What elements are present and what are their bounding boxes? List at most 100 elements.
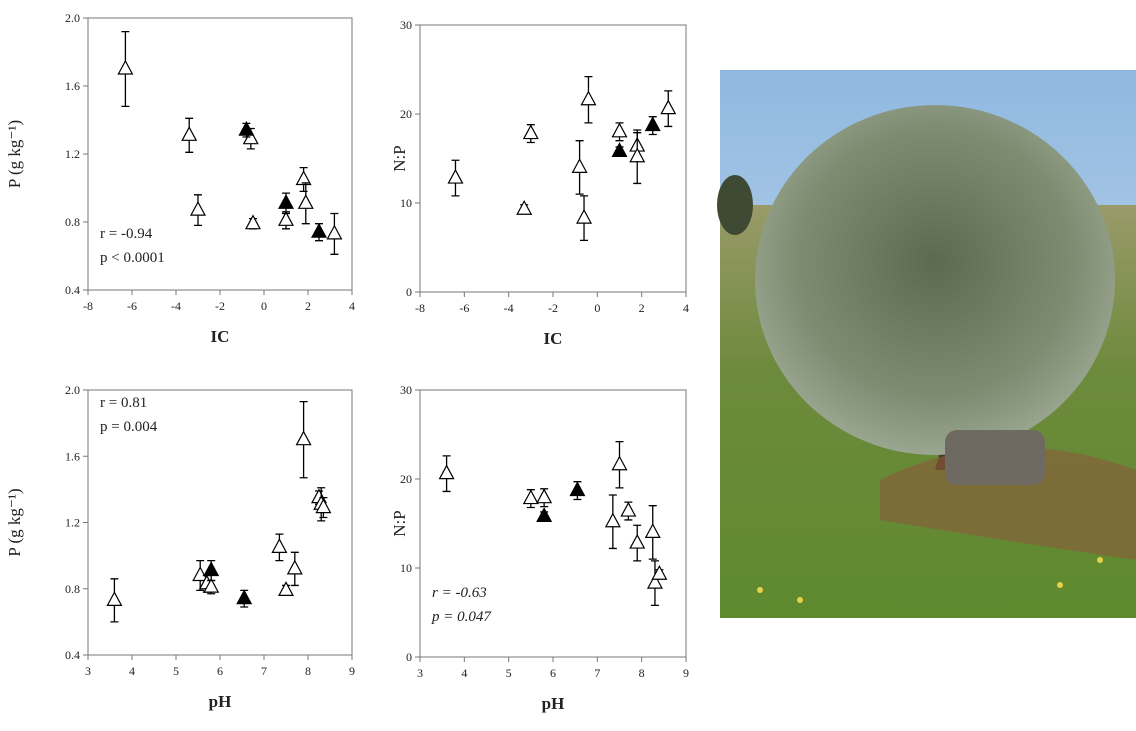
annotation: p = 0.004 <box>100 419 158 435</box>
x-tick-label: -6 <box>459 301 469 315</box>
x-tick-label: 7 <box>261 664 267 678</box>
y-tick-label: 1.6 <box>65 449 80 463</box>
marker <box>272 539 286 552</box>
x-tick-label: -2 <box>215 299 225 313</box>
y-tick-label: 2.0 <box>65 11 80 25</box>
x-axis-label: pH <box>542 694 565 713</box>
marker <box>573 159 587 172</box>
marker <box>630 535 644 548</box>
annotation: r = -0.63 <box>432 585 487 601</box>
marker <box>246 216 260 229</box>
x-tick-label: 6 <box>550 666 556 680</box>
x-tick-label: -8 <box>415 301 425 315</box>
annotation: p < 0.0001 <box>100 250 165 266</box>
x-axis-label: IC <box>544 329 563 348</box>
x-tick-label: 9 <box>683 666 689 680</box>
x-tick-label: 4 <box>129 664 135 678</box>
x-tick-label: 8 <box>305 664 311 678</box>
x-tick-label: 8 <box>639 666 645 680</box>
y-tick-label: 1.2 <box>65 516 80 530</box>
y-tick-label: 10 <box>400 196 412 210</box>
x-tick-label: 4 <box>349 299 355 313</box>
y-tick-label: 0.8 <box>65 582 80 596</box>
marker <box>613 124 627 137</box>
marker <box>327 226 341 239</box>
x-tick-label: 5 <box>173 664 179 678</box>
marker <box>107 592 121 605</box>
photo <box>717 70 1136 618</box>
marker <box>613 143 627 156</box>
y-tick-label: 0.8 <box>65 215 80 229</box>
marker <box>524 491 538 504</box>
annotation: r = 0.81 <box>100 395 147 411</box>
x-tick-label: 4 <box>461 666 467 680</box>
y-tick-label: 10 <box>400 561 412 575</box>
y-tick-label: 0 <box>406 650 412 664</box>
marker <box>279 212 293 225</box>
y-tick-label: 2.0 <box>65 383 80 397</box>
marker <box>312 224 326 237</box>
x-tick-label: 5 <box>506 666 512 680</box>
x-tick-label: 4 <box>683 301 689 315</box>
marker <box>440 466 454 479</box>
marker <box>517 201 531 214</box>
annotation: r = -0.94 <box>100 226 153 242</box>
x-tick-label: 2 <box>639 301 645 315</box>
marker <box>118 61 132 74</box>
marker <box>661 101 675 114</box>
marker <box>288 561 302 574</box>
y-tick-label: 30 <box>400 383 412 397</box>
plot-frame <box>420 25 686 292</box>
x-tick-label: 3 <box>85 664 91 678</box>
y-tick-label: 0 <box>406 285 412 299</box>
marker <box>448 170 462 183</box>
y-tick-label: 30 <box>400 18 412 32</box>
marker <box>182 127 196 140</box>
x-tick-label: -4 <box>504 301 514 315</box>
chart-panel: 0 10 20 30 3 4 5 6 7 8 9 pH N:P r = -0.63 p = 0.047 <box>390 383 689 713</box>
y-tick-label: 0.4 <box>65 283 80 297</box>
marker <box>237 591 251 604</box>
x-tick-label: 7 <box>594 666 600 680</box>
y-axis-label: P (g kg⁻¹) <box>5 120 24 188</box>
marker <box>646 524 660 537</box>
y-axis-label: P (g kg⁻¹) <box>5 488 24 556</box>
x-tick-label: -8 <box>83 299 93 313</box>
annotation: p = 0.047 <box>431 609 492 625</box>
x-axis-label: IC <box>211 327 230 346</box>
marker <box>524 126 538 139</box>
chart-panel: 0.4 0.8 1.2 1.6 2.0 3 4 5 6 7 8 9 pH P (g kg⁻¹) r = 0.… <box>5 383 355 711</box>
marker <box>537 508 551 521</box>
y-axis-label: N:P <box>390 510 409 536</box>
x-axis-label: pH <box>209 692 232 711</box>
marker <box>191 202 205 215</box>
x-tick-label: -2 <box>548 301 558 315</box>
y-tick-label: 0.4 <box>65 648 80 662</box>
marker <box>581 92 595 105</box>
marker <box>621 503 635 516</box>
y-tick-label: 1.6 <box>65 79 80 93</box>
x-tick-label: 0 <box>594 301 600 315</box>
x-tick-label: 0 <box>261 299 267 313</box>
x-tick-label: -6 <box>127 299 137 313</box>
y-axis-label: N:P <box>390 145 409 171</box>
figure: 0.4 0.8 1.2 1.6 2.0 -8 -6 -4 -2 0 2 4 IC P (g kg⁻¹) r … <box>0 0 1136 726</box>
marker <box>279 582 293 595</box>
marker <box>537 490 551 503</box>
x-tick-label: 6 <box>217 664 223 678</box>
chart-panel: 0 10 20 30 -8 -6 -4 -2 0 2 4 IC N:P <box>390 18 689 348</box>
marker <box>646 118 660 131</box>
marker <box>297 432 311 445</box>
marker <box>299 195 313 208</box>
x-tick-label: 3 <box>417 666 423 680</box>
marker <box>606 514 620 527</box>
y-tick-label: 1.2 <box>65 147 80 161</box>
marker <box>204 563 218 576</box>
y-tick-label: 20 <box>400 107 412 121</box>
marker <box>613 457 627 470</box>
x-tick-label: -4 <box>171 299 181 313</box>
marker <box>570 483 584 496</box>
marker <box>279 195 293 208</box>
x-tick-label: 9 <box>349 664 355 678</box>
y-tick-label: 20 <box>400 472 412 486</box>
